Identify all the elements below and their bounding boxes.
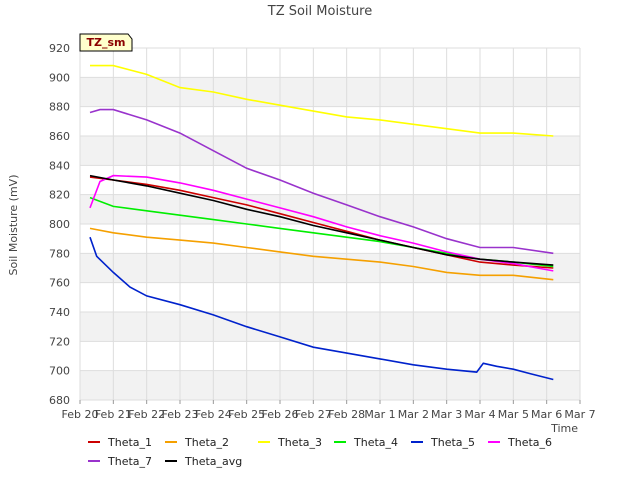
y-tick-label: 700 — [49, 365, 70, 378]
grid-lines — [79, 47, 581, 401]
y-axis-label: Soil Moisture (mV) — [7, 175, 20, 276]
badge-box — [79, 33, 133, 52]
y-tick-label: 860 — [49, 130, 70, 143]
series-lines — [89, 64, 554, 381]
y-tick-label: 720 — [49, 335, 70, 348]
badge: TZ_sm — [79, 33, 133, 52]
legend-label-theta-6: Theta_6 — [507, 436, 552, 449]
legend: Theta_1 Theta_2 Theta_3 Theta_4 Theta_5 Theta… — [88, 436, 552, 468]
legend-label-theta-1: Theta_1 — [107, 436, 152, 449]
series-line-theta-7 — [89, 108, 554, 255]
y-tick-label: 760 — [49, 277, 70, 290]
y-tick-label: 900 — [49, 71, 70, 84]
series-line-theta-1 — [89, 176, 554, 269]
y-tick-label: 820 — [49, 189, 70, 202]
grid-band — [80, 312, 580, 342]
y-tick-label: 740 — [49, 306, 70, 319]
legend-label-theta-7: Theta_7 — [107, 455, 152, 468]
legend-label-theta-avg: Theta_avg — [184, 455, 242, 468]
x-tick-label: Mar 2 — [398, 408, 429, 421]
x-tick-label: Feb 23 — [162, 408, 199, 421]
x-tick-label: Mar 6 — [531, 408, 562, 421]
legend-label-theta-5: Theta_5 — [430, 436, 475, 449]
x-tick-label: Feb 26 — [262, 408, 299, 421]
legend-label-theta-3: Theta_3 — [277, 436, 322, 449]
y-tick-label: 920 — [49, 42, 70, 55]
x-axis-label: Time — [550, 422, 578, 435]
x-tick-label: Feb 21 — [95, 408, 132, 421]
x-tick-label: Feb 28 — [328, 408, 365, 421]
grid-band — [80, 77, 580, 107]
series-line-theta-avg — [89, 174, 554, 266]
x-tick-label: Feb 20 — [62, 408, 99, 421]
chart-title: TZ Soil Moisture — [267, 4, 373, 19]
grid-band — [80, 136, 580, 166]
x-tick-label: Mar 7 — [564, 408, 595, 421]
y-tick-label: 800 — [49, 218, 70, 231]
y-tick-label: 780 — [49, 247, 70, 260]
grid-band — [80, 370, 580, 400]
badge-label: TZ_sm — [87, 36, 126, 49]
y-tick-label: 680 — [49, 394, 70, 407]
legend-label-theta-4: Theta_4 — [353, 436, 398, 449]
legend-label-theta-2: Theta_2 — [184, 436, 229, 449]
series-line-theta-6 — [89, 174, 554, 272]
x-tick-label: Feb 25 — [228, 408, 265, 421]
series-line-theta-5 — [89, 236, 554, 381]
series-line-theta-3 — [90, 64, 554, 137]
y-tick-label: 880 — [49, 101, 70, 114]
series-line-theta-2 — [89, 227, 554, 281]
x-tick-label: Mar 4 — [464, 408, 495, 421]
x-tick-label: Feb 27 — [295, 408, 332, 421]
x-tick-label: Mar 3 — [431, 408, 462, 421]
x-tick-label: Mar 1 — [364, 408, 395, 421]
x-tick-label: Mar 5 — [498, 408, 529, 421]
x-tick-label: Feb 24 — [195, 408, 232, 421]
y-tick-label: 840 — [49, 159, 70, 172]
x-tick-label: Feb 22 — [128, 408, 165, 421]
y-axis-ticks: 680 700 720 740 760 780 800 820 840 860 880 900 920 — [49, 42, 70, 407]
